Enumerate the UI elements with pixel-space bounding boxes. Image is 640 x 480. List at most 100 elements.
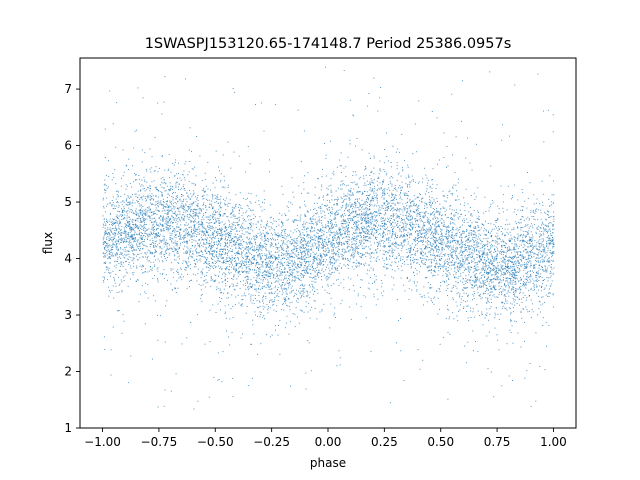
data-point [157, 203, 159, 205]
data-point [137, 227, 139, 229]
data-point [469, 220, 471, 221]
data-point [530, 237, 532, 238]
data-point [366, 198, 368, 200]
data-point [156, 223, 157, 225]
data-point [386, 257, 387, 259]
data-point [120, 242, 122, 244]
data-point [541, 255, 543, 257]
data-point [346, 247, 348, 249]
data-point [526, 259, 528, 260]
data-point [216, 235, 218, 236]
data-point [420, 219, 422, 221]
data-point [337, 232, 338, 234]
data-point [280, 285, 282, 287]
data-point [259, 253, 261, 255]
data-point [510, 234, 512, 236]
data-point [186, 250, 188, 252]
data-point [135, 179, 136, 181]
data-point [260, 246, 262, 248]
data-point [413, 262, 415, 264]
data-point [184, 163, 186, 165]
data-point [154, 244, 156, 246]
data-point [408, 207, 410, 209]
data-point [425, 237, 426, 239]
data-point [113, 221, 115, 223]
data-point [214, 202, 216, 203]
data-point [384, 192, 386, 194]
data-point [385, 258, 387, 260]
data-point [271, 292, 273, 294]
data-point [117, 224, 119, 226]
data-point [538, 264, 540, 266]
data-point [114, 234, 116, 236]
data-point [157, 205, 159, 207]
data-point [203, 228, 205, 229]
data-point [291, 242, 293, 244]
data-point [201, 222, 203, 224]
data-point [224, 311, 226, 313]
data-point [310, 235, 312, 237]
data-point [107, 222, 109, 223]
data-point [457, 182, 459, 184]
data-point [397, 148, 399, 150]
data-point [473, 241, 475, 242]
data-point [194, 233, 196, 235]
data-point [324, 251, 326, 253]
data-point [482, 279, 484, 281]
data-point [264, 199, 266, 201]
data-point [439, 254, 441, 256]
data-point [165, 274, 167, 276]
data-point [508, 256, 510, 258]
data-point [307, 249, 309, 251]
data-point [118, 269, 120, 271]
data-point [351, 266, 353, 268]
data-point [516, 214, 517, 215]
data-point [190, 251, 191, 253]
data-point [469, 256, 471, 258]
data-point [473, 234, 475, 235]
data-point [462, 289, 464, 291]
data-point [400, 250, 402, 252]
data-point [540, 311, 541, 313]
data-point [425, 255, 427, 257]
data-point [258, 300, 260, 302]
data-point [389, 244, 391, 246]
data-point [524, 256, 526, 258]
data-point [342, 214, 343, 216]
data-point [179, 229, 181, 231]
data-point [332, 227, 334, 229]
data-point [380, 229, 382, 230]
data-point [131, 186, 133, 188]
data-point [539, 248, 540, 250]
data-point [513, 247, 515, 249]
data-point [388, 195, 390, 197]
data-point [225, 285, 227, 287]
data-point [282, 193, 284, 195]
data-point [357, 262, 359, 264]
data-point [511, 237, 513, 239]
data-point [391, 223, 393, 225]
data-point [160, 240, 162, 242]
data-point [319, 253, 321, 255]
data-point [400, 256, 402, 258]
data-point [246, 246, 248, 248]
data-point [368, 231, 370, 233]
data-point [449, 190, 451, 192]
data-point [166, 246, 168, 248]
data-point [301, 192, 302, 194]
data-point [348, 234, 350, 236]
data-point [402, 259, 404, 261]
data-point [368, 214, 370, 216]
data-point [543, 227, 544, 229]
data-point [529, 254, 531, 256]
data-point [110, 230, 112, 232]
data-point [471, 215, 473, 217]
data-point [341, 184, 343, 186]
data-point [298, 322, 300, 324]
data-point [364, 182, 366, 184]
data-point [438, 263, 440, 265]
data-point [243, 220, 245, 222]
data-point [297, 298, 299, 299]
data-point [278, 256, 280, 258]
data-point [219, 205, 221, 207]
